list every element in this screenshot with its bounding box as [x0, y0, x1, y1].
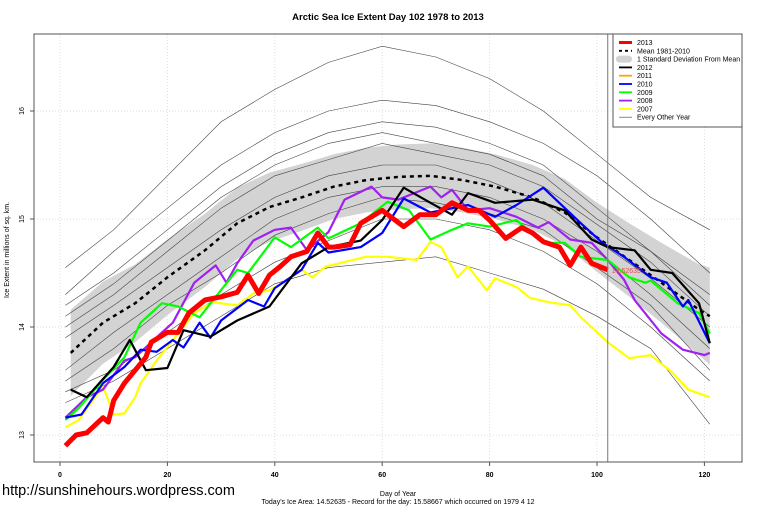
x-tick-label: 0	[58, 472, 62, 479]
x-tick-label: 40	[271, 472, 279, 479]
legend-box	[612, 33, 743, 128]
every-other-year-line	[65, 45, 710, 268]
plot-frame	[33, 33, 743, 463]
every-other-year-line	[65, 132, 711, 317]
x-tick-label: 20	[164, 472, 172, 479]
series-2009-line	[64, 200, 711, 421]
every-other-year-line	[65, 99, 711, 295]
every-other-year-line	[65, 164, 710, 339]
legend-label: 2011	[637, 73, 652, 80]
every-other-year-line	[65, 121, 710, 306]
legend-label: 2010	[637, 82, 653, 89]
legend-swatch	[616, 55, 632, 63]
y-tick-label: 15	[19, 215, 26, 223]
y-tick-label: 14	[19, 323, 26, 331]
y-axis-label: Ice Extent in millions of sq. km.	[4, 202, 11, 298]
legend-label: 2012	[637, 65, 653, 72]
series-2010-line	[65, 186, 711, 419]
y-tick-label: 13	[19, 431, 26, 439]
series-2007-line	[64, 240, 711, 429]
end-value-label: 14.52635	[612, 268, 641, 275]
x-tick-label: 120	[699, 472, 711, 479]
legend-label: 2007	[637, 106, 653, 113]
current-day-marker-group: 14.52635	[607, 34, 641, 462]
x-axis-label: Day of Year	[380, 491, 417, 498]
legend-label: 2009	[637, 90, 653, 97]
y-axis-ticks: 13 14 15 16	[19, 107, 34, 439]
series-2012-line	[70, 186, 711, 399]
series-2013-line	[63, 200, 609, 448]
every-other-year-line	[65, 143, 711, 328]
legend-label: Mean 1981-2010	[637, 48, 690, 55]
every-other-year-line	[65, 186, 711, 371]
x-tick-label: 60	[378, 472, 386, 479]
legend-label: 2008	[637, 98, 653, 105]
chart-subtitle: Today's Ice Area: 14.52635 - Record for …	[262, 499, 535, 506]
source-url: http://sunshinehours.wordpress.com	[2, 483, 235, 499]
chart-title: Arctic Sea Ice Extent Day 102 1978 to 20…	[292, 12, 484, 23]
year-series	[63, 185, 711, 448]
legend-label: 2013	[637, 40, 653, 47]
legend-label: 1 Standard Deviation From Mean	[637, 57, 740, 64]
legend-label: Every Other Year	[637, 115, 691, 122]
x-tick-label: 100	[591, 472, 603, 479]
y-tick-label: 16	[19, 107, 26, 115]
x-tick-label: 80	[486, 472, 494, 479]
x-axis-ticks: 0 20 40 60 80 100 120	[58, 462, 710, 479]
